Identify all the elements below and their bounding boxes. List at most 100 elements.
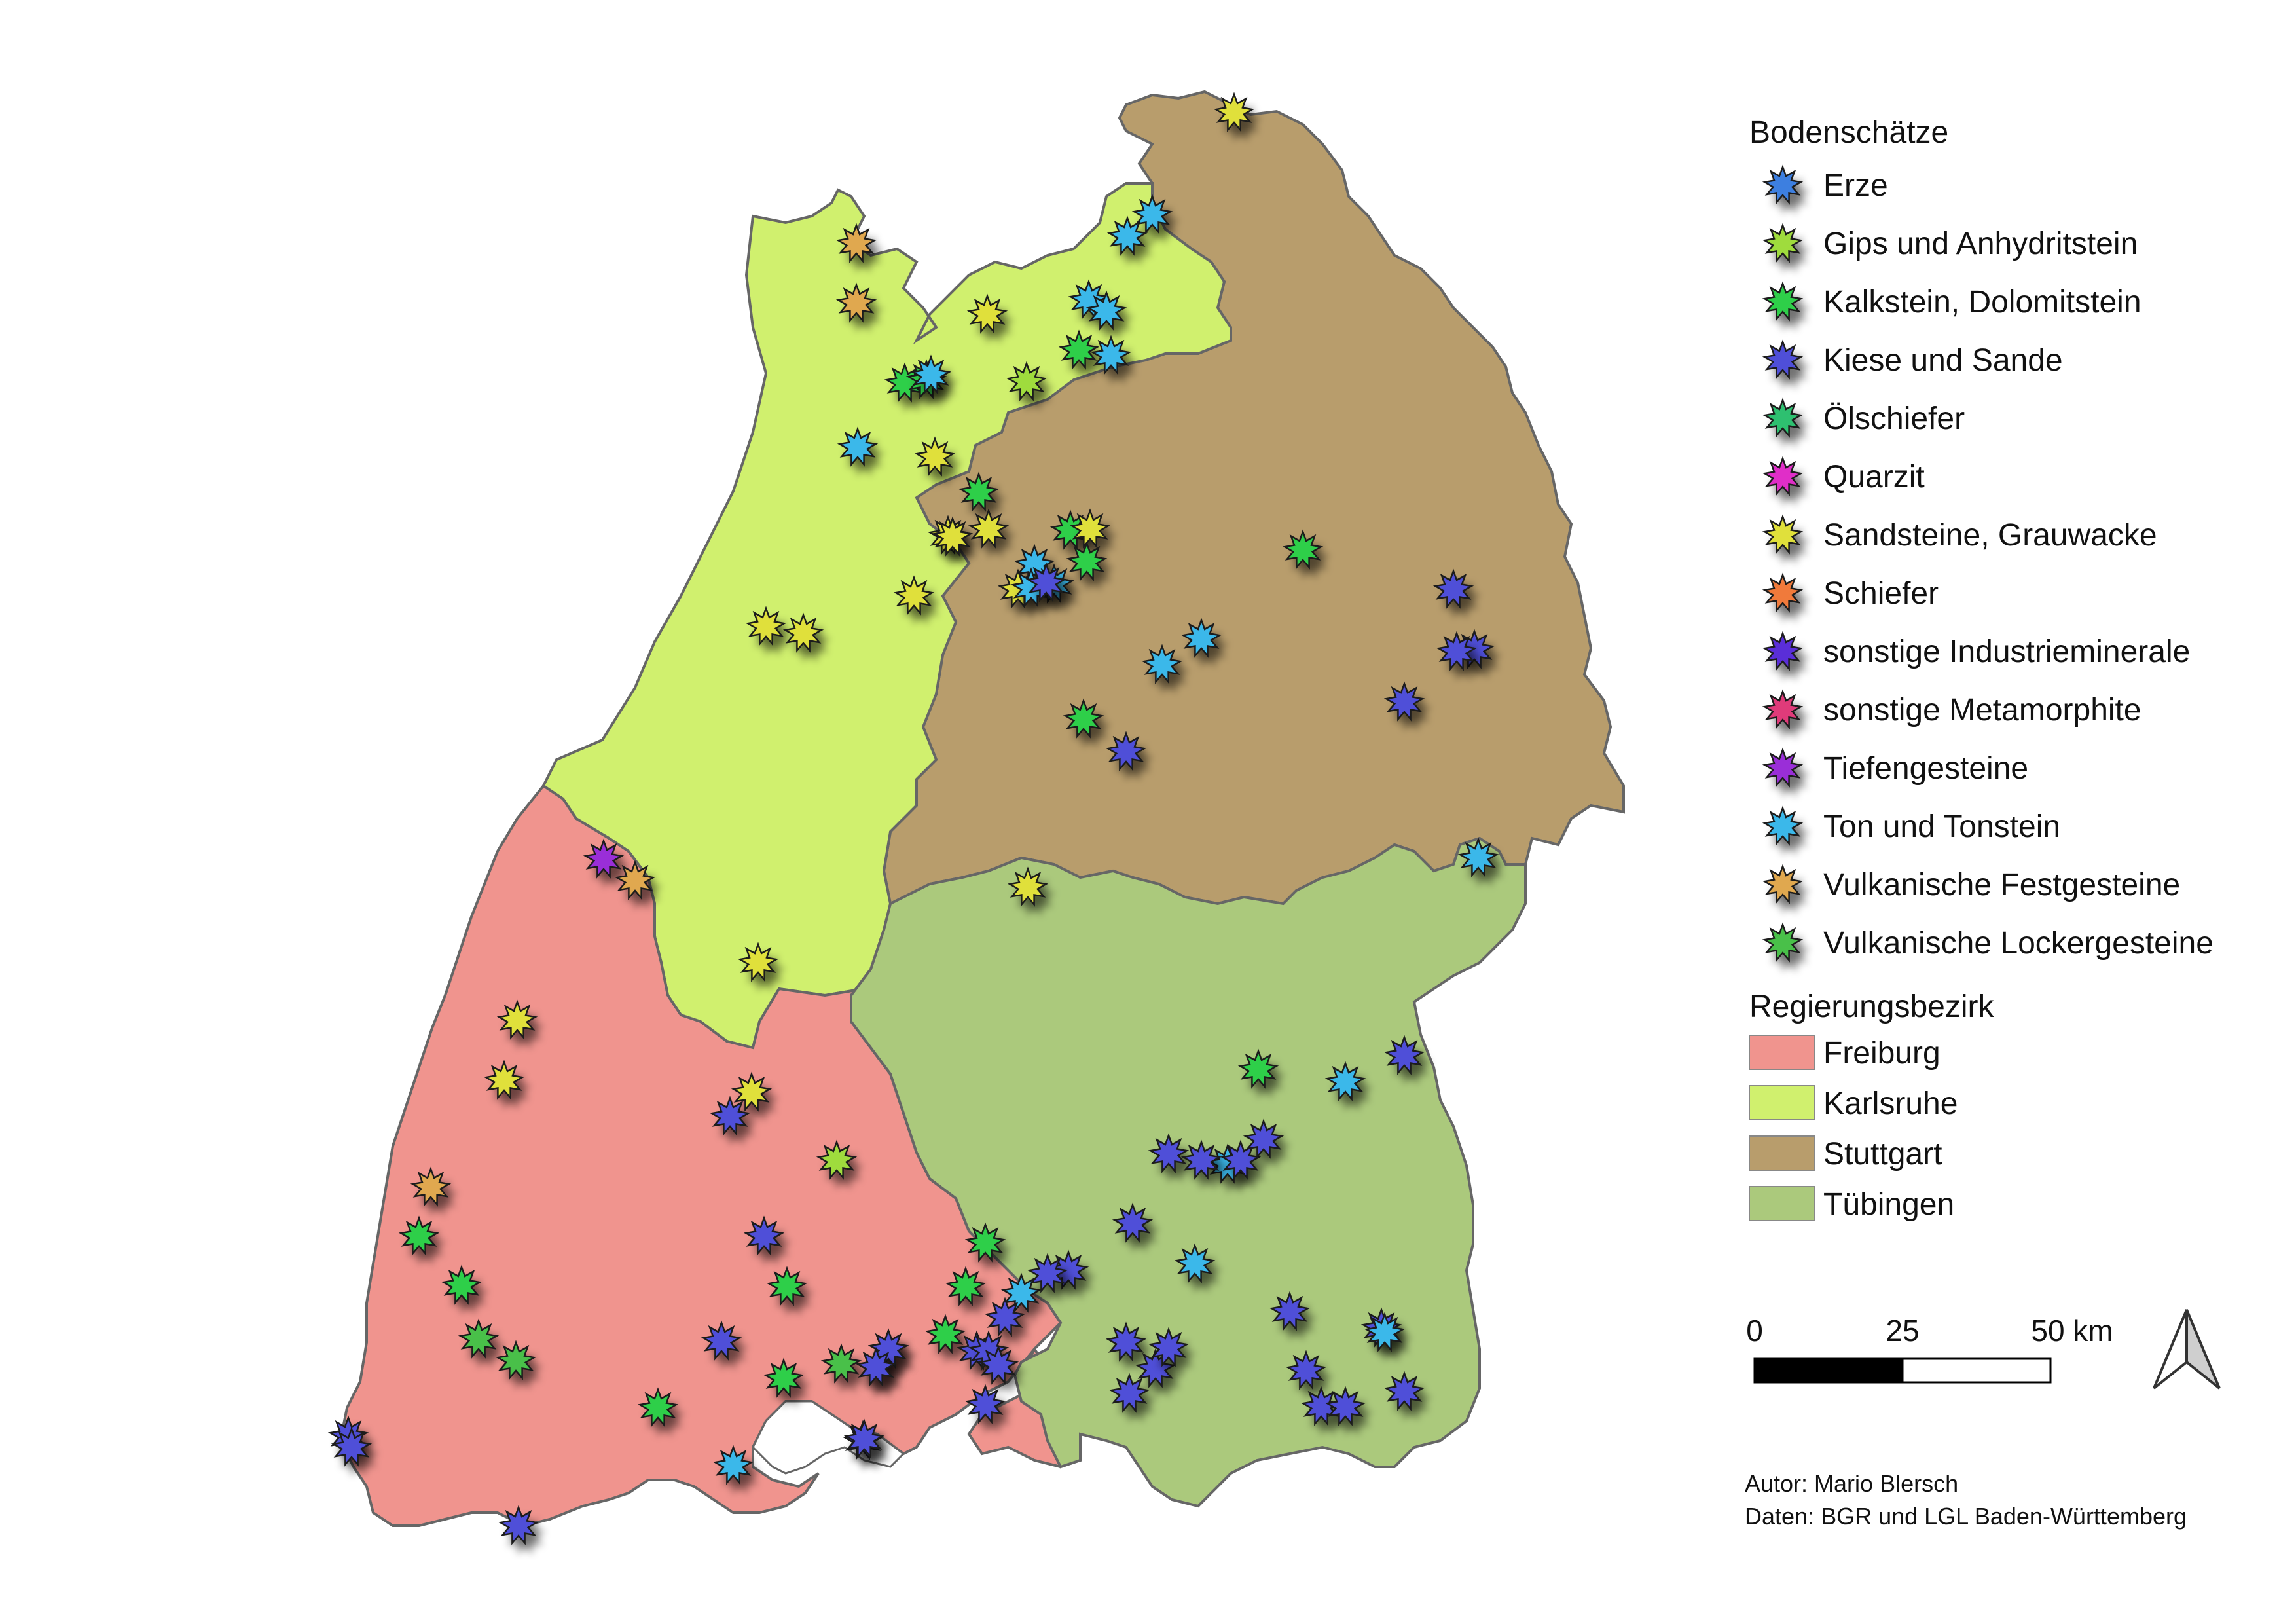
legend-label-erze: Erze [1823, 168, 1888, 203]
deposit-marker-kiese-und-sande [1105, 1321, 1147, 1362]
deposit-marker-sandsteine-grauwacke [1213, 92, 1255, 132]
deposit-marker-kalkstein-dolomitstein [1282, 529, 1324, 570]
deposit-marker-gips-und-anhydritstein [1006, 361, 1048, 401]
deposit-marker-kiese-und-sande [331, 1426, 373, 1467]
deposit-marker-vulkanische-festgesteine [410, 1166, 452, 1207]
deposit-marker-kiese-und-sande [1432, 568, 1474, 609]
deposit-marker-kiese-und-sande [1180, 1139, 1222, 1180]
scale-tick-25: 25 [1886, 1314, 1919, 1348]
legend: Bodenschätze Erze Gips und Anhydritstein Ka… [1749, 115, 2214, 1222]
deposit-marker-gips-und-anhydritstein [816, 1139, 858, 1180]
legend-label-vulkanische-lockergesteine: Vulkanische Lockergesteine [1823, 926, 2214, 961]
deposit-marker-vulkanische-festgesteine [835, 223, 877, 263]
legend-title-minerals: Bodenschätze [1749, 115, 1948, 150]
deposit-marker-kiese-und-sande [1269, 1291, 1311, 1331]
legend-symbol-kalkstein-dolomitstein [1762, 281, 1804, 322]
deposit-marker-ton-und-tonstein [1013, 544, 1055, 584]
deposit-marker-kalkstein-dolomitstein [958, 471, 1000, 512]
deposit-marker-sandsteine-grauwacke [737, 942, 779, 982]
deposit-marker-kiese-und-sande [1243, 1118, 1285, 1159]
deposit-marker-ton-und-tonstein [1141, 644, 1183, 684]
deposit-marker-kiese-und-sande [1383, 1371, 1425, 1411]
deposit-marker-kalkstein-dolomitstein [1063, 698, 1104, 739]
legend-label-sonstige-metamorphite: sonstige Metamorphite [1823, 693, 2141, 728]
deposit-marker-ton-und-tonstein [1068, 279, 1110, 320]
deposit-marker-kiese-und-sande [867, 1328, 909, 1369]
legend-label-freiburg: Freiburg [1823, 1036, 1941, 1071]
deposit-marker-kalkstein-dolomitstein [1058, 329, 1100, 370]
deposit-marker-kiese-und-sande [1436, 631, 1478, 671]
deposit-marker-kiese-und-sande [977, 1344, 1019, 1385]
deposit-marker-sandsteine-grauwacke [1007, 866, 1049, 907]
legend-symbol-ton-und-tonstein [1762, 805, 1804, 846]
deposit-marker-kiese-und-sande [1383, 681, 1425, 722]
deposit-marker-kalkstein-dolomitstein [1066, 541, 1108, 581]
deposit-marker-vulkanische-festgesteine [835, 282, 877, 323]
legend-label-oelschiefer: Ölschiefer [1823, 401, 1965, 436]
scale-bar: 0 25 50 km [1746, 1314, 2113, 1384]
legend-symbol-kiese-und-sande [1762, 339, 1804, 380]
region-tuebingen [850, 836, 1527, 1508]
legend-swatch-stuttgart [1749, 1135, 1815, 1171]
deposit-marker-kalkstein-dolomitstein [441, 1264, 483, 1305]
deposit-marker-sandsteine-grauwacke [483, 1060, 525, 1100]
legend-symbol-sonstige-industrieminerale [1762, 631, 1804, 671]
deposit-marker-ton-und-tonstein [1324, 1061, 1366, 1101]
credit-data: Daten: BGR und LGL Baden-Württemberg [1745, 1503, 2187, 1530]
deposit-marker-kiese-und-sande [855, 1346, 897, 1387]
deposit-marker-kalkstein-dolomitstein [945, 1266, 987, 1306]
deposit-marker-ton-und-tonstein [1106, 215, 1148, 256]
deposit-marker-kiese-und-sande [1105, 731, 1147, 771]
legend-symbol-oelschiefer [1762, 397, 1804, 438]
deposit-marker-sandsteine-grauwacke [966, 293, 1008, 334]
deposit-marker-kiese-und-sande [1108, 1373, 1150, 1413]
legend-label-sonstige-industrieminerale: sonstige Industrieminerale [1823, 635, 2190, 669]
legend-symbol-erze [1762, 164, 1804, 205]
lake-constance [752, 1400, 905, 1475]
legend-symbol-vulkanische-lockergesteine [1762, 922, 1804, 963]
region-stuttgart [882, 90, 1625, 906]
legend-label-tuebingen: Tübingen [1823, 1187, 1954, 1222]
deposit-marker-kiese-und-sande [1300, 1386, 1342, 1426]
deposit-marker-ton-und-tonstein [1174, 1243, 1216, 1283]
deposit-marker-sandsteine-grauwacke [1069, 508, 1111, 549]
deposit-marker-kiese-und-sande [701, 1320, 742, 1361]
deposit-marker-kiese-und-sande [1324, 1386, 1366, 1426]
deposit-marker-kalkstein-dolomitstein [763, 1357, 805, 1398]
deposit-marker-sandsteine-grauwacke [731, 1071, 773, 1112]
deposit-marker-sandsteine-grauwacke [914, 436, 956, 477]
legend-label-kiese-und-sande: Kiese und Sande [1823, 343, 2063, 378]
deposit-marker-ton-und-tonstein [1457, 837, 1499, 877]
legend-swatch-freiburg [1749, 1035, 1815, 1070]
legend-label-ton-und-tonstein: Ton und Tonstein [1823, 809, 2060, 844]
deposit-marker-kiese-und-sande [1285, 1350, 1327, 1390]
deposit-marker-tiefengesteine [583, 838, 625, 879]
legend-symbol-vulkanische-festgesteine [1762, 864, 1804, 904]
legend-label-gips-und-anhydritstein: Gips und Anhydritstein [1823, 227, 2138, 261]
credit-author: Autor: Mario Blersch [1745, 1470, 1958, 1497]
deposit-marker-ton-und-tonstein [1131, 194, 1173, 234]
legend-symbol-schiefer [1762, 572, 1804, 613]
deposit-marker-kalkstein-dolomitstein [924, 1314, 966, 1354]
deposit-marker-kiese-und-sande [1220, 1139, 1262, 1180]
deposit-marker-sandsteine-grauwacke [496, 999, 538, 1040]
deposit-marker-sandsteine-grauwacke [782, 612, 824, 653]
deposit-marker-vulkanische-lockergesteine [820, 1343, 862, 1384]
deposit-marker-kiese-und-sande [1148, 1327, 1190, 1367]
deposit-marker-ton-und-tonstein [837, 426, 879, 467]
north-arrow-icon [2153, 1309, 2221, 1390]
scale-tick-50: 50 km [2031, 1314, 2113, 1348]
deposit-marker-ton-und-tonstein [1180, 618, 1222, 658]
legend-symbol-sandsteine-grauwacke [1762, 514, 1804, 555]
deposit-marker-ton-und-tonstein [1364, 1312, 1406, 1352]
deposit-marker-vulkanische-lockergesteine [495, 1340, 537, 1380]
legend-symbol-sonstige-metamorphite [1762, 689, 1804, 729]
scale-bar-white-segment [1901, 1357, 2052, 1384]
deposit-marker-kalkstein-dolomitstein [637, 1387, 679, 1428]
deposit-marker-sandsteine-grauwacke [745, 606, 787, 646]
legend-label-quarzit: Quarzit [1823, 460, 1925, 494]
deposit-marker-kiese-und-sande [743, 1215, 785, 1256]
deposit-marker-kalkstein-dolomitstein [398, 1215, 440, 1256]
deposit-marker-kiese-und-sande [984, 1297, 1026, 1337]
